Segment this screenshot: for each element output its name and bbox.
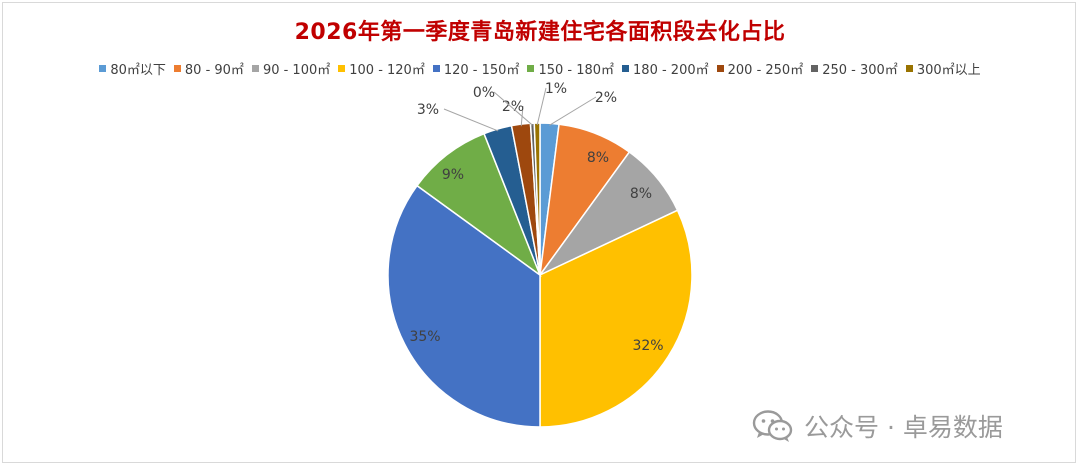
legend-label: 120 - 150㎡ xyxy=(443,63,520,78)
legend-item: 80㎡以下 xyxy=(99,59,166,78)
legend-swatch xyxy=(527,65,535,72)
leader-line xyxy=(443,108,499,132)
legend-label: 200 - 250㎡ xyxy=(727,63,804,78)
legend-swatch xyxy=(811,65,819,72)
leader-line xyxy=(493,91,533,126)
watermark: 公众号 · 卓易数据 xyxy=(752,406,1003,446)
data-label: 32% xyxy=(632,338,663,354)
legend-label: 180 - 200㎡ xyxy=(633,63,709,78)
data-label: 35% xyxy=(409,329,440,345)
legend-label: 90 - 100㎡ xyxy=(262,63,331,78)
data-label: 8% xyxy=(630,186,652,202)
legend-item: 120 - 150㎡ xyxy=(432,59,520,78)
data-label: 3% xyxy=(417,102,439,118)
leader-line xyxy=(536,87,547,126)
legend-label: 100 - 120㎡ xyxy=(349,63,425,78)
data-label: 2% xyxy=(595,90,617,106)
legend-item: 150 - 180㎡ xyxy=(527,59,614,78)
legend-swatch xyxy=(716,65,724,72)
legend-label: 150 - 180㎡ xyxy=(538,63,615,78)
legend-label: 80 - 90㎡ xyxy=(184,63,244,78)
legend-label: 300㎡以上 xyxy=(916,63,981,78)
data-label: 0% xyxy=(473,85,495,101)
legend-item: 80 - 90㎡ xyxy=(173,59,244,78)
data-label: 1% xyxy=(545,81,567,97)
pie-slice xyxy=(533,122,541,276)
legend-item: 100 - 120㎡ xyxy=(338,59,425,78)
data-label: 9% xyxy=(442,167,464,183)
legend-swatch xyxy=(622,65,630,72)
legend-swatch xyxy=(432,65,440,72)
pie-slice xyxy=(387,184,541,428)
leader-line xyxy=(549,96,597,126)
legend-item: 200 - 250㎡ xyxy=(716,59,804,78)
watermark-text: 公众号 · 卓易数据 xyxy=(804,413,1003,442)
wechat-icon xyxy=(752,410,793,442)
legend-item: 250 - 300㎡ xyxy=(811,59,898,78)
chart-legend: 80㎡以下 80 - 90㎡ 90 - 100㎡ 100 - 120㎡ 120 - 15… xyxy=(0,59,1080,78)
legend-swatch xyxy=(99,65,107,72)
legend-swatch xyxy=(338,65,346,72)
legend-swatch xyxy=(251,65,259,72)
legend-item: 180 - 200㎡ xyxy=(622,59,709,78)
legend-swatch xyxy=(173,65,181,72)
chart-title: 2026年第一季度青岛新建住宅各面积段去化占比 xyxy=(294,20,786,45)
legend-swatch xyxy=(905,65,913,72)
pie-slice xyxy=(415,132,542,278)
data-label: 8% xyxy=(587,150,609,166)
legend-item: 90 - 100㎡ xyxy=(251,59,331,78)
pie-slice xyxy=(539,209,693,428)
legend-item: 300㎡以上 xyxy=(905,59,981,78)
legend-label: 80㎡以下 xyxy=(110,63,166,78)
legend-label: 250 - 300㎡ xyxy=(822,63,898,78)
